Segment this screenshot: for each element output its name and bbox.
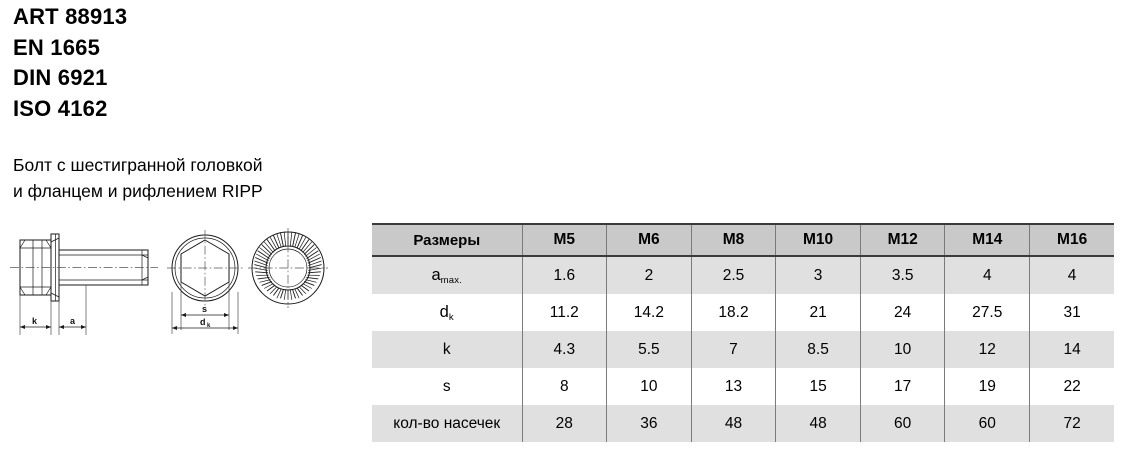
cell-value: 3.5 bbox=[859, 256, 946, 294]
cell-value: 10 bbox=[606, 368, 692, 405]
cell-value: 21 bbox=[775, 294, 861, 331]
specification-table-wrapper: Размеры M5 M6 M8 M10 M12 M14 M16 amax. 1… bbox=[372, 223, 1115, 442]
header-size-m14: M14 bbox=[944, 223, 1031, 257]
dimension-label-dk: d bbox=[200, 317, 206, 327]
header-size-m8: M8 bbox=[690, 223, 777, 257]
table-row: dk 11.2 14.2 18.2 21 24 27.5 31 bbox=[372, 294, 1115, 331]
cell-value: 60 bbox=[944, 405, 1031, 442]
cell-value: 2 bbox=[606, 256, 692, 294]
row-label-dk: dk bbox=[372, 294, 523, 331]
row-label-a-base: a bbox=[431, 266, 441, 284]
dimension-label-s: s bbox=[202, 304, 207, 314]
cell-value: 13 bbox=[690, 368, 777, 405]
cell-value: 12 bbox=[944, 331, 1031, 368]
cell-value: 27.5 bbox=[944, 294, 1031, 331]
cell-value: 48 bbox=[690, 405, 777, 442]
table-row: amax. 1.6 2 2.5 3 3.5 4 4 bbox=[372, 256, 1115, 294]
ripp-serration-view bbox=[248, 228, 328, 308]
row-label-notch-count: кол-во насечек bbox=[372, 405, 523, 442]
cell-value: 18.2 bbox=[690, 294, 777, 331]
header-size-m16: M16 bbox=[1029, 223, 1115, 257]
description-line-2: и фланцем и рифлением RIPP bbox=[13, 181, 263, 201]
cell-value: 72 bbox=[1029, 405, 1115, 442]
row-label-k: k bbox=[372, 331, 523, 368]
cell-value: 48 bbox=[775, 405, 861, 442]
table-header-row: Размеры M5 M6 M8 M10 M12 M14 M16 bbox=[372, 223, 1115, 257]
cell-value: 4 bbox=[944, 256, 1031, 294]
cell-value: 60 bbox=[859, 405, 946, 442]
cell-value: 22 bbox=[1029, 368, 1115, 405]
cell-value: 10 bbox=[859, 331, 946, 368]
header-size-m5: M5 bbox=[521, 223, 608, 257]
dimension-label-k: k bbox=[32, 316, 38, 326]
standard-art: ART 88913 bbox=[13, 4, 128, 29]
row-label-s: s bbox=[372, 368, 523, 405]
row-label-d-sub: k bbox=[448, 312, 454, 323]
specification-table: Размеры M5 M6 M8 M10 M12 M14 M16 amax. 1… bbox=[372, 223, 1115, 442]
cell-value: 17 bbox=[859, 368, 946, 405]
table-row: кол-во насечек 28 36 48 48 60 60 72 bbox=[372, 405, 1115, 442]
description-line-1: Болт с шестигранной головкой bbox=[13, 155, 263, 175]
cell-value: 24 bbox=[859, 294, 946, 331]
row-label-a-sub: max. bbox=[440, 275, 463, 286]
bolt-top-view: s d k bbox=[167, 230, 243, 334]
cell-value: 3 bbox=[775, 256, 861, 294]
bolt-side-view: k a bbox=[10, 233, 158, 335]
svg-text:k: k bbox=[207, 323, 211, 329]
row-label-d-base: d bbox=[439, 303, 449, 321]
cell-value: 4 bbox=[1029, 256, 1115, 294]
standard-en: EN 1665 bbox=[13, 34, 101, 60]
cell-value: 4.3 bbox=[521, 331, 608, 368]
cell-value: 8.5 bbox=[775, 331, 861, 368]
cell-value: 2.5 bbox=[690, 256, 777, 294]
row-label-a-max: amax. bbox=[372, 256, 523, 294]
cell-value: 28 bbox=[521, 405, 608, 442]
table-row: s 8 10 13 15 17 19 22 bbox=[372, 368, 1115, 405]
header-size-m10: M10 bbox=[775, 223, 861, 257]
header-dimensions: Размеры bbox=[372, 223, 523, 257]
cell-value: 15 bbox=[775, 368, 861, 405]
cell-value: 11.2 bbox=[521, 294, 608, 331]
standard-din: DIN 6921 bbox=[13, 65, 108, 90]
technical-drawings: .ln { fill:none; stroke:#1a1a1a; stroke-… bbox=[0, 222, 350, 347]
product-description: Болт с шестигранной головкой и фланцем и… bbox=[13, 152, 358, 204]
dimension-label-a: a bbox=[70, 316, 76, 326]
cell-value: 31 bbox=[1029, 294, 1115, 331]
cell-value: 36 bbox=[606, 405, 692, 442]
cell-value: 1.6 bbox=[521, 256, 608, 294]
standard-iso: ISO 4162 bbox=[13, 95, 108, 121]
header-size-m12: M12 bbox=[859, 223, 946, 257]
cell-value: 19 bbox=[944, 368, 1031, 405]
table-row: k 4.3 5.5 7 8.5 10 12 14 bbox=[372, 331, 1115, 368]
cell-value: 14 bbox=[1029, 331, 1115, 368]
cell-value: 8 bbox=[521, 368, 608, 405]
standards-list: ART 88913 EN 1665 DIN 6921 ISO 4162 bbox=[13, 2, 353, 124]
cell-value: 7 bbox=[690, 331, 777, 368]
cell-value: 14.2 bbox=[606, 294, 692, 331]
header-size-m6: M6 bbox=[606, 223, 692, 257]
cell-value: 5.5 bbox=[606, 331, 692, 368]
